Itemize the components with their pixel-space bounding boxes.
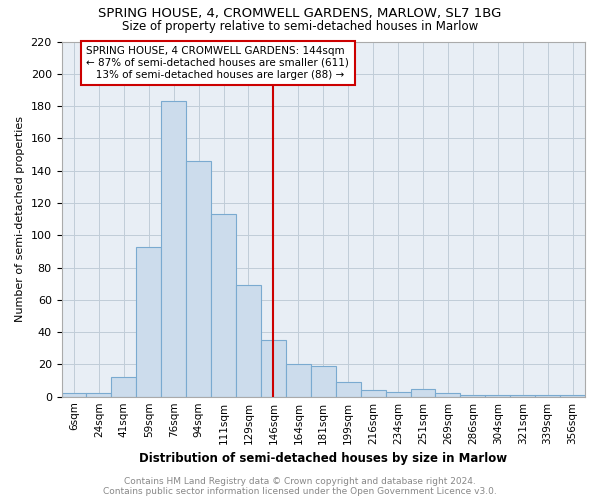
Bar — [136, 246, 161, 396]
Text: SPRING HOUSE, 4, CROMWELL GARDENS, MARLOW, SL7 1BG: SPRING HOUSE, 4, CROMWELL GARDENS, MARLO… — [98, 8, 502, 20]
Bar — [560, 395, 585, 396]
Bar — [286, 364, 311, 396]
Bar — [386, 392, 410, 396]
Bar — [436, 394, 460, 396]
Bar — [261, 340, 286, 396]
Bar — [112, 378, 136, 396]
Bar — [186, 161, 211, 396]
Bar — [535, 395, 560, 396]
Text: SPRING HOUSE, 4 CROMWELL GARDENS: 144sqm
← 87% of semi-detached houses are small: SPRING HOUSE, 4 CROMWELL GARDENS: 144sqm… — [86, 46, 349, 80]
Bar — [311, 366, 336, 396]
Text: Contains HM Land Registry data © Crown copyright and database right 2024.
Contai: Contains HM Land Registry data © Crown c… — [103, 476, 497, 496]
Bar — [62, 394, 86, 396]
Bar — [161, 101, 186, 396]
Bar — [361, 390, 386, 396]
Bar — [336, 382, 361, 396]
X-axis label: Distribution of semi-detached houses by size in Marlow: Distribution of semi-detached houses by … — [139, 452, 508, 465]
Bar — [86, 394, 112, 396]
Bar — [236, 286, 261, 397]
Text: Size of property relative to semi-detached houses in Marlow: Size of property relative to semi-detach… — [122, 20, 478, 33]
Bar — [410, 388, 436, 396]
Bar — [211, 214, 236, 396]
Bar — [510, 395, 535, 396]
Y-axis label: Number of semi-detached properties: Number of semi-detached properties — [15, 116, 25, 322]
Bar — [460, 395, 485, 396]
Bar — [485, 395, 510, 396]
